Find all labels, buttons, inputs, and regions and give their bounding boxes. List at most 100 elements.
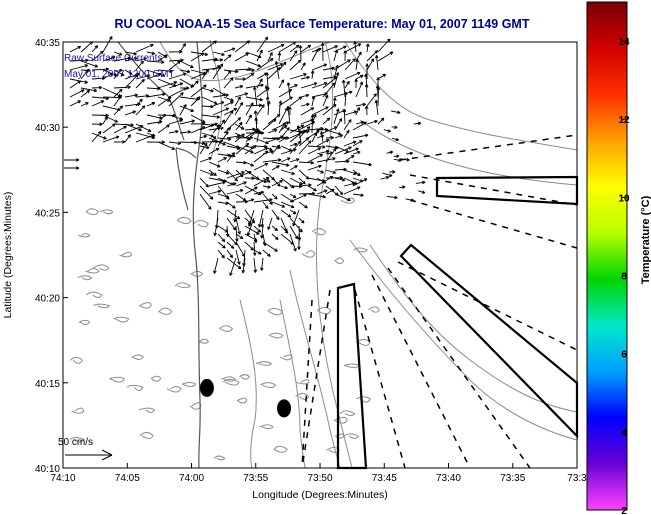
current-vector xyxy=(278,100,283,116)
depth-contour-blob xyxy=(181,381,197,387)
current-vector xyxy=(80,60,99,68)
current-vector xyxy=(124,110,137,116)
current-vector xyxy=(289,142,298,147)
depth-contour xyxy=(316,41,353,469)
current-vector xyxy=(289,177,303,186)
current-vector xyxy=(333,72,340,89)
current-vector xyxy=(316,139,330,147)
colorbar-tick-label: 2 xyxy=(621,506,627,515)
current-vector xyxy=(298,217,305,224)
scale-label: 50 cm/s xyxy=(58,437,93,448)
colorbar-tick-label: 4 xyxy=(621,428,627,439)
current-vector xyxy=(199,177,209,188)
current-vector xyxy=(199,142,208,155)
current-vector xyxy=(91,50,104,62)
current-vector xyxy=(234,84,244,89)
depth-contour-blob xyxy=(295,379,310,385)
current-vector xyxy=(253,162,269,171)
depth-contour-blob xyxy=(77,233,91,238)
current-vector xyxy=(366,119,378,125)
current-vector xyxy=(201,114,221,119)
current-vector xyxy=(135,98,143,107)
current-vector xyxy=(217,241,226,249)
current-vector xyxy=(355,58,359,71)
current-vector xyxy=(333,90,353,98)
current-vector xyxy=(286,82,291,98)
current-vector xyxy=(333,64,339,80)
current-vector xyxy=(245,103,263,108)
current-vector xyxy=(344,43,362,53)
current-vector xyxy=(226,169,238,182)
current-vector xyxy=(307,154,323,163)
current-vector xyxy=(311,95,316,107)
current-vector xyxy=(343,169,357,175)
depth-contour-blob xyxy=(199,338,209,344)
current-vector xyxy=(343,129,350,139)
current-vector xyxy=(272,136,290,140)
current-vector xyxy=(245,114,252,125)
current-vector xyxy=(415,180,426,185)
depth-contour-blob xyxy=(78,319,91,326)
current-vector xyxy=(64,166,80,170)
current-vector xyxy=(322,66,335,71)
current-vector xyxy=(364,83,369,98)
current-vector xyxy=(168,72,187,80)
current-vector xyxy=(253,233,258,244)
current-vector xyxy=(146,69,166,77)
current-vector xyxy=(300,82,318,89)
current-vector xyxy=(179,104,187,116)
current-vector xyxy=(262,177,271,183)
current-vector xyxy=(157,141,176,150)
depth-contour-blob xyxy=(260,382,277,389)
current-vector xyxy=(264,85,269,98)
x-axis-ticks: 74:10 74:05 74:00 73:55 73:50 73:45 73:40 73:35… xyxy=(50,463,587,484)
current-vector xyxy=(102,135,120,143)
current-vector xyxy=(289,124,305,134)
current-vector xyxy=(241,257,246,274)
current-vector xyxy=(190,72,206,80)
current-vector xyxy=(244,129,259,139)
current-vector xyxy=(355,81,364,98)
current-vector xyxy=(271,201,286,208)
current-vector xyxy=(253,198,273,203)
current-vector xyxy=(280,127,290,139)
depth-contour-blob xyxy=(126,384,144,392)
current-vector xyxy=(322,45,339,53)
depth-contour-blob xyxy=(85,208,99,216)
map-plot-area: Raw Surface Currents May 01, 2007 1200 G… xyxy=(58,36,579,470)
current-vector xyxy=(91,100,105,107)
current-vector xyxy=(179,69,191,74)
current-vector xyxy=(307,130,320,139)
current-vector xyxy=(146,51,156,55)
legend-line-1: Raw Surface Currents xyxy=(64,53,162,64)
current-vector xyxy=(226,209,241,220)
y-axis-label: Latitude (Degrees:Minutes) xyxy=(2,192,14,319)
depth-contour-blob xyxy=(166,386,182,393)
colorbar-tick-label: 14 xyxy=(618,37,630,48)
current-vector xyxy=(253,249,262,255)
current-vector xyxy=(262,158,282,163)
current-vector xyxy=(256,58,274,71)
current-vector xyxy=(262,201,269,210)
current-vector xyxy=(366,93,377,107)
current-vector xyxy=(399,185,406,189)
depth-contour-blob xyxy=(334,257,345,265)
current-vector xyxy=(316,175,334,187)
depth-contour-blob xyxy=(353,247,368,253)
current-vector xyxy=(344,80,350,89)
x-tick-label: 73:45 xyxy=(372,473,397,484)
current-vector xyxy=(352,178,368,187)
depth-contour-blob xyxy=(138,407,156,413)
depth-contour-blob xyxy=(99,209,114,215)
current-vector xyxy=(374,99,379,116)
current-vector xyxy=(168,60,181,71)
current-vector xyxy=(146,72,162,80)
current-vector xyxy=(391,125,398,130)
current-vector xyxy=(64,158,80,162)
coverage-dashed-line xyxy=(301,299,313,469)
current-vector xyxy=(310,70,315,80)
current-vector xyxy=(271,233,279,241)
current-vector xyxy=(245,72,255,80)
current-vector xyxy=(377,73,387,80)
